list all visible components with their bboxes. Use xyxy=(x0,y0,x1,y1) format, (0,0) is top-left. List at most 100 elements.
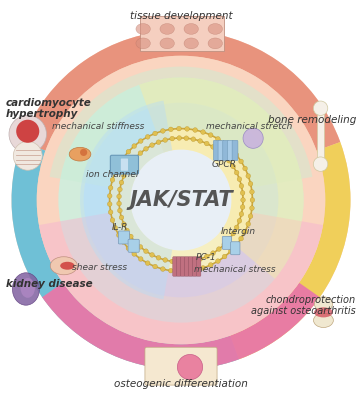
Ellipse shape xyxy=(314,307,333,318)
FancyBboxPatch shape xyxy=(189,257,193,276)
Circle shape xyxy=(129,234,133,239)
Circle shape xyxy=(234,152,239,157)
Circle shape xyxy=(228,249,233,254)
Circle shape xyxy=(156,140,161,144)
FancyBboxPatch shape xyxy=(139,16,224,50)
Circle shape xyxy=(239,159,243,164)
Ellipse shape xyxy=(136,24,150,34)
Ellipse shape xyxy=(208,38,223,49)
Circle shape xyxy=(168,268,173,273)
Circle shape xyxy=(168,127,173,132)
Circle shape xyxy=(84,103,278,297)
Circle shape xyxy=(122,222,126,226)
Circle shape xyxy=(163,138,168,142)
Ellipse shape xyxy=(184,24,198,34)
Wedge shape xyxy=(42,283,320,370)
Bar xyxy=(317,108,324,164)
Circle shape xyxy=(113,170,118,174)
Circle shape xyxy=(117,233,121,238)
Circle shape xyxy=(237,177,242,182)
Circle shape xyxy=(205,254,209,259)
Circle shape xyxy=(228,146,233,151)
Circle shape xyxy=(211,251,215,256)
FancyBboxPatch shape xyxy=(193,257,197,276)
Circle shape xyxy=(177,260,182,264)
Circle shape xyxy=(108,202,112,206)
Circle shape xyxy=(177,126,181,131)
Circle shape xyxy=(122,174,126,178)
Circle shape xyxy=(145,261,150,266)
Circle shape xyxy=(160,129,165,133)
Circle shape xyxy=(234,170,239,175)
Text: osteogenic differentiation: osteogenic differentiation xyxy=(114,379,248,389)
FancyBboxPatch shape xyxy=(173,257,177,276)
Circle shape xyxy=(193,268,198,272)
Circle shape xyxy=(185,269,189,274)
Text: shear stress: shear stress xyxy=(72,263,127,272)
Circle shape xyxy=(205,141,209,146)
Text: IL-R: IL-R xyxy=(111,223,128,232)
Circle shape xyxy=(37,56,325,344)
Circle shape xyxy=(110,178,115,182)
Text: bone remodeling: bone remodeling xyxy=(268,115,356,125)
Circle shape xyxy=(16,120,39,143)
Text: Intergin: Intergin xyxy=(221,227,256,236)
Circle shape xyxy=(117,194,121,199)
Circle shape xyxy=(231,164,236,169)
Circle shape xyxy=(119,215,124,220)
FancyBboxPatch shape xyxy=(181,257,185,276)
Circle shape xyxy=(215,136,220,141)
FancyBboxPatch shape xyxy=(197,257,201,276)
Ellipse shape xyxy=(12,273,39,305)
Circle shape xyxy=(133,240,138,244)
Circle shape xyxy=(193,128,198,132)
Circle shape xyxy=(201,130,205,134)
Circle shape xyxy=(132,252,136,256)
Wedge shape xyxy=(12,142,239,370)
Ellipse shape xyxy=(313,313,333,328)
Circle shape xyxy=(241,198,245,202)
Circle shape xyxy=(313,157,328,171)
Circle shape xyxy=(121,156,126,160)
Wedge shape xyxy=(139,77,304,279)
Circle shape xyxy=(249,190,254,194)
Circle shape xyxy=(113,226,118,230)
Circle shape xyxy=(129,161,133,166)
FancyBboxPatch shape xyxy=(177,257,181,276)
Circle shape xyxy=(191,258,196,263)
Circle shape xyxy=(250,198,255,202)
Ellipse shape xyxy=(184,38,198,49)
Circle shape xyxy=(239,236,243,241)
Wedge shape xyxy=(39,212,323,344)
Circle shape xyxy=(132,144,136,148)
Circle shape xyxy=(222,254,227,259)
Circle shape xyxy=(117,201,121,206)
Circle shape xyxy=(184,136,189,140)
Circle shape xyxy=(126,149,131,154)
Circle shape xyxy=(216,247,221,252)
Circle shape xyxy=(160,267,165,271)
Wedge shape xyxy=(316,142,350,200)
Text: cardiomyocyte
hypertrophy: cardiomyocyte hypertrophy xyxy=(6,98,92,119)
Circle shape xyxy=(234,225,239,230)
Wedge shape xyxy=(22,30,340,151)
FancyBboxPatch shape xyxy=(213,140,219,160)
Wedge shape xyxy=(50,66,312,188)
Text: tissue development: tissue development xyxy=(130,11,232,21)
Circle shape xyxy=(144,249,148,254)
Circle shape xyxy=(239,184,244,188)
Circle shape xyxy=(222,141,227,146)
Ellipse shape xyxy=(50,257,77,275)
Circle shape xyxy=(138,151,143,156)
Circle shape xyxy=(248,182,253,186)
Circle shape xyxy=(153,264,157,269)
Ellipse shape xyxy=(136,38,150,49)
FancyBboxPatch shape xyxy=(118,231,130,244)
Circle shape xyxy=(222,242,227,247)
Circle shape xyxy=(191,137,196,142)
Circle shape xyxy=(118,187,122,192)
Text: mechanical stiffness: mechanical stiffness xyxy=(52,122,144,131)
Circle shape xyxy=(198,257,202,261)
FancyBboxPatch shape xyxy=(145,347,217,385)
Circle shape xyxy=(108,210,113,214)
